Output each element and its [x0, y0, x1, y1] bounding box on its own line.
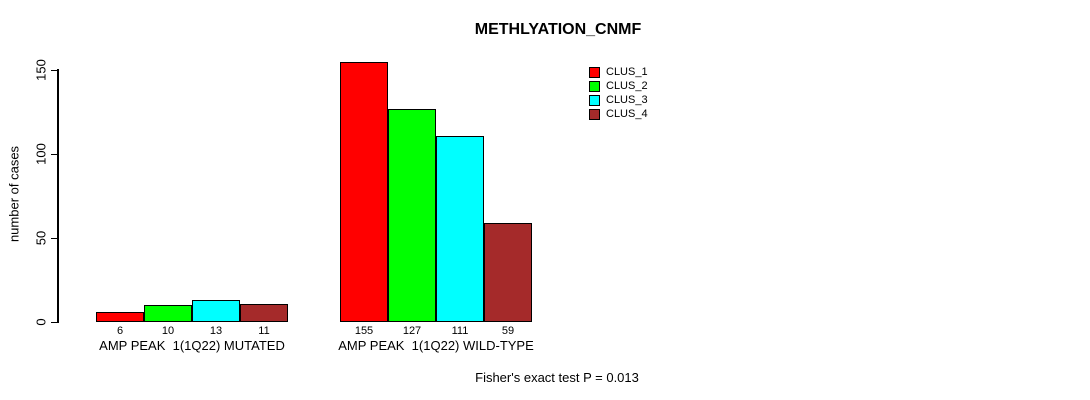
legend-swatch-clus_2 [589, 81, 600, 92]
bar-clus_3-group1 [192, 300, 240, 322]
bar-value-label: 10 [161, 325, 175, 337]
legend-swatch-clus_1 [589, 67, 600, 78]
bar-value-label: 155 [354, 325, 374, 337]
y-axis-label: number of cases [6, 145, 22, 243]
footer-note: Fisher's exact test P = 0.013 [475, 370, 639, 385]
y-tick-label: 0 [33, 318, 49, 326]
bar-clus_2-group1 [144, 305, 192, 322]
bar-clus_2-group2 [388, 108, 436, 322]
y-tick-label: 150 [33, 59, 49, 81]
legend-label: CLUS_3 [606, 94, 648, 106]
y-tick-mark [51, 69, 58, 71]
chart-title: METHLYATION_CNMF [474, 21, 642, 38]
bar-value-label: 127 [402, 325, 422, 337]
legend-label: CLUS_4 [606, 108, 648, 120]
legend-swatch-clus_4 [589, 109, 600, 120]
bar-value-label: 6 [116, 325, 124, 337]
legend-label: CLUS_1 [606, 66, 648, 78]
y-tick-label: 50 [33, 230, 49, 246]
y-tick-mark [51, 153, 58, 155]
legend-item: CLUS_1 [589, 66, 648, 79]
legend-item: CLUS_4 [589, 108, 648, 121]
y-axis-line [57, 69, 59, 323]
y-tick-label: 100 [33, 143, 49, 165]
bar-clus_3-group2 [436, 135, 484, 322]
bar-value-label: 111 [451, 325, 469, 337]
bar-clus_1-group1 [96, 311, 144, 322]
bar-clus_1-group2 [340, 61, 388, 322]
y-tick-mark [51, 237, 58, 239]
legend-label: CLUS_2 [606, 80, 648, 92]
x-group-label: AMP PEAK 1(1Q22) WILD-TYPE [338, 338, 534, 353]
legend-item: CLUS_3 [589, 94, 648, 107]
y-tick-mark [51, 321, 58, 323]
bar-value-label: 13 [209, 325, 223, 337]
bar-value-label: 59 [501, 325, 515, 337]
bar-clus_4-group1 [240, 303, 288, 322]
bar-clus_4-group2 [484, 222, 532, 322]
legend-item: CLUS_2 [589, 80, 648, 93]
legend-swatch-clus_3 [589, 95, 600, 106]
bar-value-label: 11 [258, 325, 270, 337]
x-group-label: AMP PEAK 1(1Q22) MUTATED [99, 338, 285, 353]
